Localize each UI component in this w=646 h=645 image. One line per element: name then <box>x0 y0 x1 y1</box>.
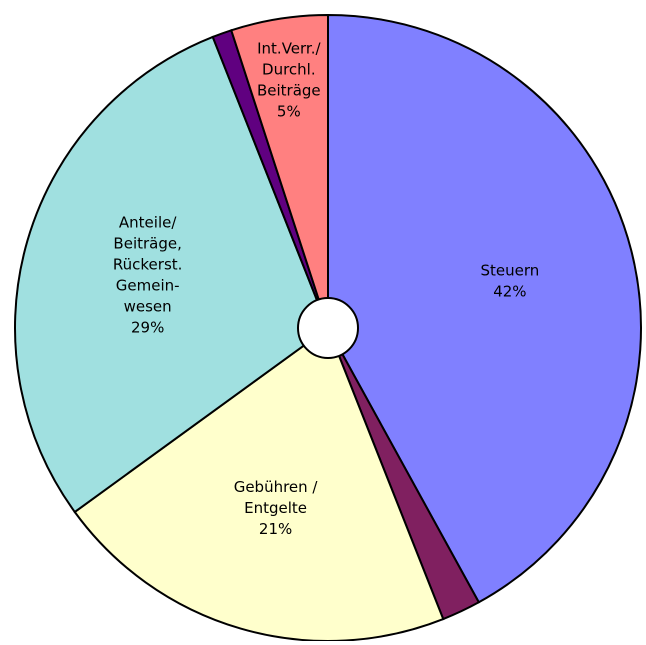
slice-label: 5% <box>277 103 301 121</box>
pie-slice <box>230 13 329 329</box>
slice-label: Rückerst. <box>113 256 183 274</box>
slice-label: Steuern <box>481 261 540 279</box>
slice-label: Beiträge, <box>113 235 181 253</box>
pie-slice <box>14 35 330 514</box>
slice-label: 42% <box>493 282 526 300</box>
slice-label: Gebühren / <box>234 478 319 496</box>
slice-label: Gemein- <box>116 277 180 295</box>
slice-label: Anteile/ <box>119 214 177 232</box>
slice-label: Int.Verr./ <box>257 40 321 58</box>
slice-label: Durchl. <box>262 61 316 79</box>
pie-slice <box>327 13 642 604</box>
slice-label: Beiträge <box>257 82 321 100</box>
pie-slice <box>73 326 445 642</box>
slice-label: 29% <box>131 319 164 337</box>
slice-label: wesen <box>124 298 172 316</box>
slice-label: 21% <box>259 520 292 538</box>
center-hole <box>297 297 359 359</box>
slice-label: Entgelte <box>244 499 307 517</box>
